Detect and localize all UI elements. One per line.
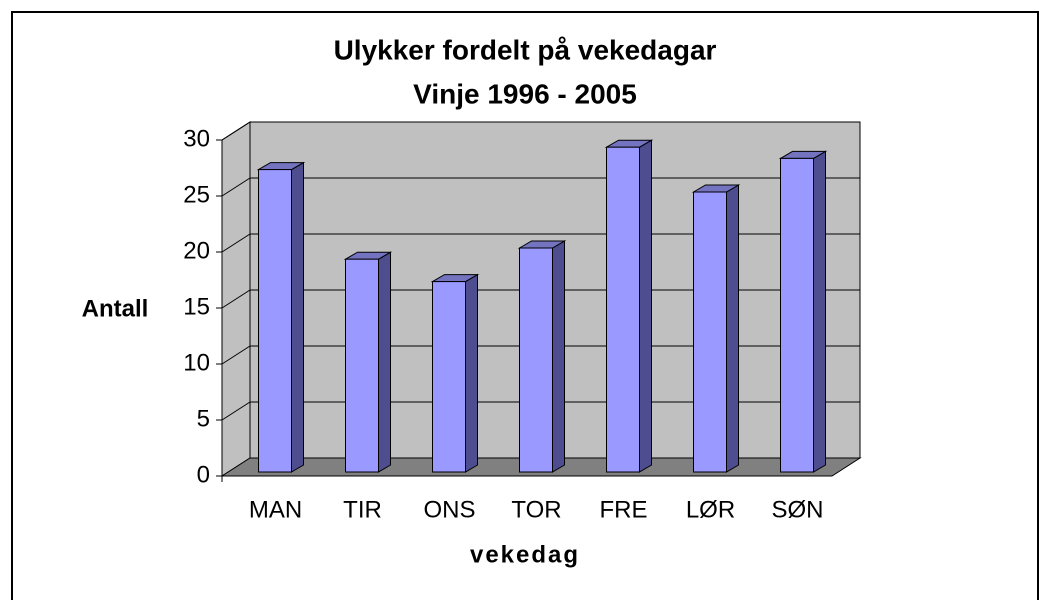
bar-side <box>291 161 304 473</box>
bar <box>256 161 306 473</box>
bar <box>691 184 741 473</box>
bar-front <box>345 258 379 473</box>
bar <box>604 139 654 473</box>
y-tick-label: 0 <box>197 461 210 488</box>
bar-front <box>780 157 814 473</box>
bar-front <box>258 169 292 473</box>
y-tick-label: 5 <box>197 405 210 432</box>
grid-line <box>221 345 251 365</box>
bar-side <box>378 251 391 473</box>
x-tick-label: ONS <box>423 496 475 523</box>
bar-front <box>519 247 553 473</box>
x-tick-label: FRE <box>600 496 648 523</box>
bar-side <box>813 150 826 473</box>
bar <box>517 240 567 473</box>
y-tick-label: 30 <box>183 125 210 152</box>
bar-side <box>639 139 652 473</box>
bar-front <box>606 146 640 473</box>
bar-side <box>726 184 739 473</box>
x-tick-label: TIR <box>343 496 382 523</box>
grid-line <box>221 177 251 197</box>
x-tick-label: SØN <box>771 496 823 523</box>
x-tick-label: TOR <box>511 496 561 523</box>
bar-side <box>465 273 478 473</box>
y-tick-label: 25 <box>183 181 210 208</box>
chart-title: Ulykker fordelt på vekedagar <box>334 34 717 65</box>
bar-side <box>552 240 565 473</box>
y-tick-label: 15 <box>183 293 210 320</box>
bar <box>343 251 393 473</box>
grid-line <box>221 289 251 309</box>
grid-line <box>221 121 251 141</box>
grid-line <box>221 401 251 421</box>
y-tick-label: 10 <box>183 349 210 376</box>
bar <box>778 150 828 473</box>
chart-subtitle: Vinje 1996 - 2005 <box>413 78 637 109</box>
y-axis-label: Antall <box>82 295 149 322</box>
x-tick-label: MAN <box>249 496 302 523</box>
y-tick-label: 20 <box>183 237 210 264</box>
x-axis-label: vekedag <box>470 541 580 568</box>
grid-line <box>221 233 251 253</box>
x-tick-label: LØR <box>686 496 735 523</box>
bar-front <box>432 281 466 473</box>
bar <box>430 273 480 473</box>
bar-front <box>693 191 727 473</box>
